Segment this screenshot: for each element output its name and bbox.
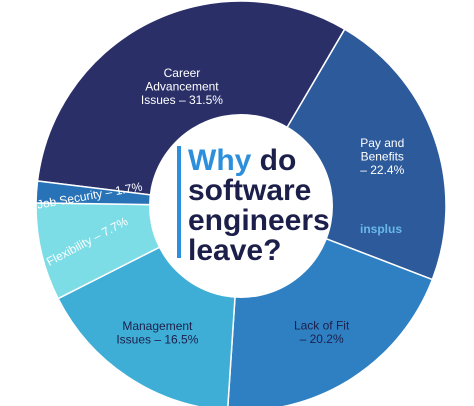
donut-hole: [149, 114, 333, 298]
slice-label-line: Lack of Fit: [294, 318, 350, 332]
slice-label-1: Pay and Benefits – 22.4%: [360, 136, 404, 177]
title-line-2: engineers: [188, 204, 330, 237]
title-accent-word: Why: [188, 144, 252, 177]
slice-label-line: – 22.4%: [360, 163, 404, 177]
slice-label-2: Lack of Fit – 20.2%: [294, 318, 350, 346]
slice-label-0: Career Advancement Issues – 31.5%: [141, 66, 223, 107]
title-line-3: leave?: [188, 234, 281, 267]
brand-logo: insplus: [360, 222, 402, 236]
title-word: do: [251, 144, 296, 177]
title-line-1: software: [188, 174, 311, 207]
title-word: leave?: [188, 234, 281, 267]
slice-label-line: Issues – 31.5%: [141, 93, 223, 107]
slice-label-line: – 20.2%: [300, 332, 344, 346]
slice-label-line: Management: [122, 319, 193, 333]
slice-label-line: Benefits: [361, 150, 404, 164]
slice-label-line: Issues – 16.5%: [116, 332, 198, 346]
title-line-0: Why do: [188, 144, 296, 177]
slice-label-line: Advancement: [145, 80, 219, 94]
title-word: software: [188, 174, 311, 207]
slice-label-line: Career: [164, 66, 201, 80]
title-accent-bar: [177, 146, 181, 258]
slice-label-line: Pay and: [360, 136, 404, 150]
title-word: engineers: [188, 204, 330, 237]
slice-label-3: Management Issues – 16.5%: [116, 319, 198, 347]
